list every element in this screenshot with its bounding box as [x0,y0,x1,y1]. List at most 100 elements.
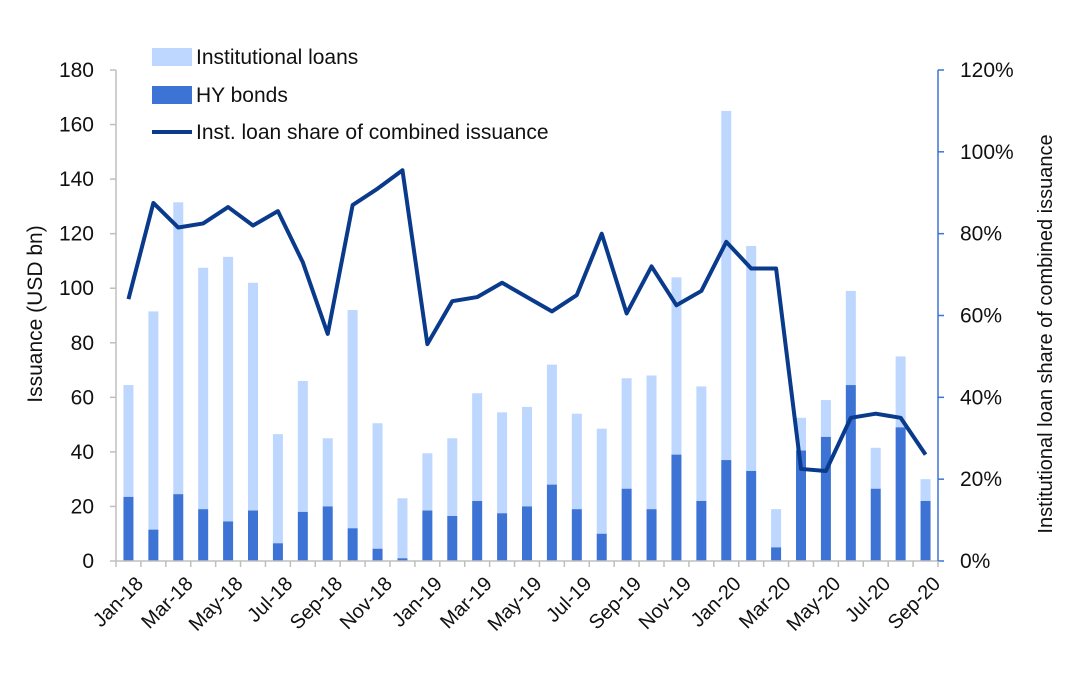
bar-hy-bonds [870,488,881,561]
bar-institutional-loans [870,447,881,489]
x-tick-label: Jan-20 [687,573,746,632]
x-tick-label: Nov-19 [635,573,696,634]
bar-hy-bonds [322,506,333,561]
bar-hy-bonds [198,509,209,561]
y2-tick-label: 60% [960,305,1002,328]
bar-institutional-loans [322,438,333,507]
x-tick-label: May-19 [484,573,547,636]
bar-hy-bonds [422,510,433,561]
bar-institutional-loans [596,428,607,534]
bar-hy-bonds [571,509,582,561]
bar-hy-bonds [621,488,632,561]
bar-hy-bonds [123,496,134,561]
bar-hy-bonds [820,436,831,561]
y2-tick-label: 0% [960,550,990,573]
bar-institutional-loans [746,245,757,471]
legend-label-hy-bonds: HY bonds [196,84,288,107]
bar-institutional-loans [546,364,557,485]
bar-hy-bonds [796,450,806,561]
bar-institutional-loans [472,393,483,501]
bar-hy-bonds [671,454,682,561]
bar-hy-bonds [497,513,508,561]
bar-hy-bonds [646,509,657,561]
bar-institutional-loans [123,385,134,497]
bar-hy-bonds [372,548,383,561]
bar-institutional-loans [696,386,707,501]
legend-label-institutional-loans: Institutional loans [196,46,358,69]
bar-institutional-loans [297,380,308,512]
bar-institutional-loans [272,434,283,544]
y2-tick-label: 40% [960,386,1002,409]
x-tick-label: Sep-18 [286,573,347,634]
y2-tick-label: 120% [960,59,1014,82]
y-tick-label: 120 [59,223,94,246]
y-tick-label: 40 [71,441,94,464]
x-tick-label: Sep-19 [585,573,646,634]
y-tick-label: 180 [59,59,94,82]
bar-institutional-loans [372,423,383,549]
legend-label-loan-share: Inst. loan share of combined issuance [196,121,549,144]
x-tick-label: Sep-20 [884,573,945,634]
bar-hy-bonds [347,528,358,561]
bar-hy-bonds [272,543,283,561]
y-tick-label: 0 [82,550,94,573]
y-tick-label: 60 [71,386,94,409]
bar-institutional-loans [422,453,433,511]
bar-hy-bonds [297,511,308,561]
bar-institutional-loans [248,282,258,511]
bar-hy-bonds [173,494,184,561]
bar-hy-bonds [771,547,782,561]
bar-institutional-loans [347,310,358,529]
bar-institutional-loans [796,417,806,451]
x-tick-label: May-18 [185,573,248,636]
bar-hy-bonds [148,529,159,561]
bar-institutional-loans [198,267,209,510]
bar-hy-bonds [721,460,732,561]
bar-institutional-loans [820,400,831,437]
bar-institutional-loans [671,277,682,455]
legend: Institutional loans HY bonds Inst. loan … [152,46,549,144]
bar-institutional-loans [895,356,906,428]
bar-hy-bonds [397,558,408,561]
x-tick-label: May-20 [783,573,846,636]
bar-institutional-loans [621,378,632,489]
x-tick-label: Jan-19 [388,573,447,632]
y2-tick-label: 80% [960,223,1002,246]
bar-hy-bonds [546,484,557,561]
bar-institutional-loans [148,311,159,530]
bar-hy-bonds [920,500,931,561]
bar-hy-bonds [845,385,856,561]
legend-swatch-hy-bonds [152,86,192,104]
bar-hy-bonds [895,427,906,561]
line-inst-loan-share [126,168,928,473]
bar-hy-bonds [248,510,258,561]
bar-hy-bonds [223,521,234,561]
bar-institutional-loans [571,413,582,510]
bar-institutional-loans [646,375,657,510]
y-tick-label: 80 [71,332,94,355]
y-tick-label: 100 [59,277,94,300]
bar-institutional-loans [721,110,732,461]
y2-tick-label: 20% [960,468,1002,491]
y2-tick-label: 100% [960,141,1014,164]
legend-swatch-institutional-loans [152,48,192,66]
bar-hy-bonds [447,515,458,561]
x-tick-label: Jan-18 [89,573,148,632]
x-tick-label: Nov-18 [336,573,397,634]
y-tick-label: 20 [71,495,94,518]
bar-hy-bonds [596,533,607,561]
bar-institutional-loans [397,498,408,559]
y-tick-label: 160 [59,114,94,137]
bar-hy-bonds [746,470,757,561]
bar-institutional-loans [771,509,782,548]
bar-institutional-loans [223,256,234,522]
bar-institutional-loans [920,479,931,501]
bar-institutional-loans [173,202,184,495]
bar-hy-bonds [522,506,532,561]
bar-institutional-loans [845,290,856,386]
bar-hy-bonds [696,500,707,561]
y-axis-title: Issuance (USD bn) [24,225,47,402]
bar-institutional-loans [497,412,508,514]
bar-institutional-loans [522,406,532,507]
